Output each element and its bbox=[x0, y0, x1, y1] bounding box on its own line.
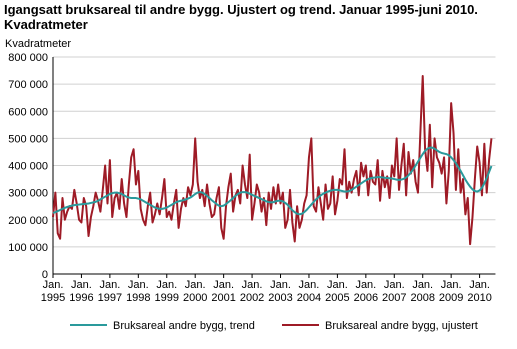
x-tick-label: Jan. 2010 bbox=[467, 279, 491, 304]
x-tick-label: Jan. 1996 bbox=[69, 279, 93, 304]
x-tick-label: Jan. 2009 bbox=[439, 279, 463, 304]
y-tick-label: 300 000 bbox=[8, 188, 48, 200]
y-tick-label: 600 000 bbox=[8, 106, 48, 118]
legend-label: Bruksareal andre bygg, trend bbox=[113, 320, 255, 332]
y-tick-label: 400 000 bbox=[8, 161, 48, 173]
x-tick-label: Jan. 2004 bbox=[297, 279, 321, 304]
chart-title: Igangsatt bruksareal til andre bygg. Uju… bbox=[4, 2, 478, 32]
x-tick-label: Jan. 2007 bbox=[382, 279, 406, 304]
y-tick-label: 0 bbox=[42, 269, 48, 281]
x-tick-label: Jan. 1995 bbox=[41, 279, 65, 304]
x-tick-label: Jan. 2005 bbox=[325, 279, 349, 304]
line-series bbox=[52, 146, 493, 216]
x-tick-label: Jan. 2002 bbox=[240, 279, 264, 304]
y-tick-label: 200 000 bbox=[8, 215, 48, 227]
x-tick-label: Jan. 2008 bbox=[410, 279, 434, 304]
legend-label: Bruksareal andre bygg, ujustert bbox=[325, 320, 478, 332]
y-axis-label: Kvadratmeter bbox=[5, 38, 71, 50]
x-tick-label: Jan. 1997 bbox=[98, 279, 122, 304]
y-tick-label: 100 000 bbox=[8, 242, 48, 254]
x-tick-label: Jan. 2003 bbox=[268, 279, 292, 304]
x-tick-label: Jan. 2000 bbox=[183, 279, 207, 304]
line-series bbox=[52, 74, 493, 246]
y-tick-label: 800 000 bbox=[8, 52, 48, 64]
y-tick-label: 700 000 bbox=[8, 79, 48, 91]
x-tick-label: Jan. 1999 bbox=[155, 279, 179, 304]
y-tick-label: 500 000 bbox=[8, 133, 48, 145]
x-tick-label: Jan. 1998 bbox=[126, 279, 150, 304]
x-tick-label: Jan. 2006 bbox=[354, 279, 378, 304]
x-tick-label: Jan. 2001 bbox=[211, 279, 235, 304]
